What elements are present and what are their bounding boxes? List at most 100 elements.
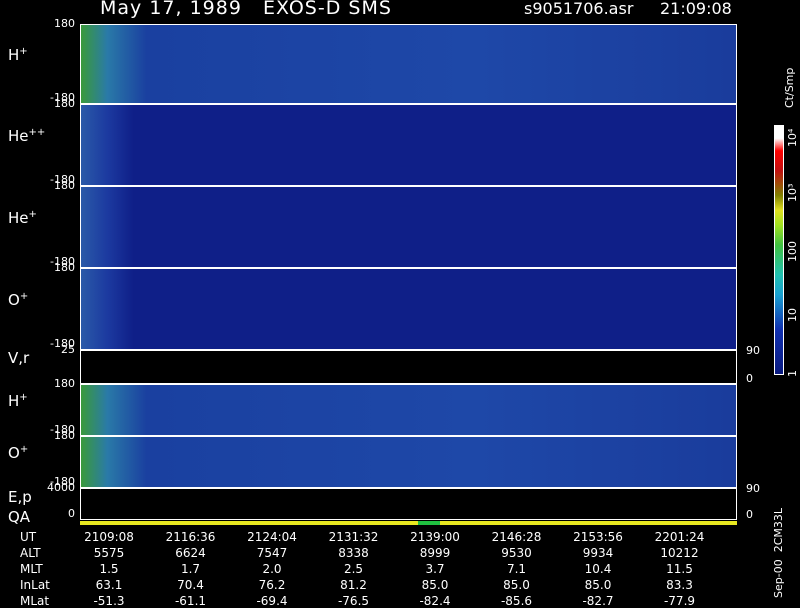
title: May 17, 1989 EXOS-D SMS (100, 0, 392, 19)
row-label: ALT (20, 546, 41, 560)
table-cell: 2131:32 (328, 530, 379, 544)
footer-id: Sep-00 2CM33L (772, 508, 785, 598)
colorbar-label: 10 (786, 308, 799, 322)
panel-label: H+ (8, 392, 28, 410)
table-cell: 85.0 (503, 578, 530, 592)
label-sup: + (28, 209, 37, 220)
y-tick-label: 180 (54, 377, 75, 390)
colorbar-label: 1 (786, 370, 799, 377)
table-cell: 6624 (175, 546, 206, 560)
table-cell: 2109:08 (84, 530, 134, 544)
table-cell: -69.4 (256, 594, 288, 608)
y-tick-label: 25 (61, 343, 75, 356)
table-cell: 9530 (501, 546, 532, 560)
y-tick-label: -180 (50, 337, 75, 350)
table-cell: -51.3 (93, 594, 125, 608)
label-sup: + (19, 46, 28, 57)
panel-label: E,p (8, 488, 32, 506)
table-cell: 5575 (93, 546, 125, 560)
y-tick-label: 180 (54, 261, 75, 274)
colorbar-label: 10⁴ (786, 128, 799, 147)
color-scale (774, 125, 784, 375)
table-cell: -76.5 (337, 594, 370, 608)
y-tick-label: -180 (50, 255, 75, 268)
panel-label: H+ (8, 46, 28, 64)
y2-tick-label: 90 (746, 482, 760, 495)
table-cell: 8338 (338, 546, 369, 560)
panel-label: V,r (8, 349, 29, 367)
table-cell: 2.0 (262, 562, 282, 576)
table-cell: 2116:36 (165, 530, 216, 544)
table-cell: 1.7 (180, 562, 201, 576)
table-cell: -85.6 (500, 594, 533, 608)
y-tick-label: 4000 (47, 481, 75, 494)
row-label: MLT (20, 562, 43, 576)
table-cell: 10.4 (584, 562, 612, 576)
table-cell: 76.2 (258, 578, 286, 592)
label-text: He (8, 209, 29, 227)
time: 21:09:08 (660, 0, 732, 18)
panel (80, 488, 737, 520)
table-cell: 2124:04 (247, 530, 297, 544)
y-tick-label: 180 (54, 97, 75, 110)
panel-label: O+ (8, 444, 28, 462)
table-cell: 2153:56 (573, 530, 623, 544)
table-cell: -82.4 (419, 594, 451, 608)
table-cell: 2.5 (343, 562, 364, 576)
panel (80, 384, 737, 436)
table-cell: 1.5 (99, 562, 119, 576)
table-cell: 7547 (256, 546, 288, 560)
y-tick-label: -180 (50, 423, 75, 436)
panel (80, 186, 737, 268)
label-text: O (8, 291, 20, 309)
qa-bar (80, 521, 737, 525)
y2-tick-label: 90 (746, 344, 760, 357)
label-text: He (8, 127, 29, 145)
y-tick-label: 180 (54, 429, 75, 442)
colorbar-label: 10³ (786, 183, 799, 202)
colorbar-unit: Ct/Smp (783, 67, 796, 108)
y-tick-label: 180 (54, 179, 75, 192)
y2-tick-label: 0 (746, 508, 753, 521)
label-sup: + (19, 392, 28, 403)
table-cell: 7.1 (506, 562, 527, 576)
panel (80, 24, 737, 104)
y-tick-label: 180 (54, 17, 75, 30)
row-label: InLat (20, 578, 50, 592)
row-label: MLat (20, 594, 50, 608)
table-cell: -82.7 (582, 594, 614, 608)
table-cell: 3.7 (425, 562, 445, 576)
colorbar-label: 100 (786, 241, 799, 262)
label-text: V,r (8, 349, 30, 367)
table-cell: 9934 (582, 546, 614, 560)
table-cell: 2201:24 (654, 530, 705, 544)
row-label: UT (20, 530, 37, 544)
file-name: s9051706.asr (524, 0, 634, 18)
label-sup: + (19, 444, 29, 455)
panel (80, 268, 737, 350)
label-text: O (8, 444, 20, 462)
table-cell: 85.0 (421, 578, 449, 592)
table-cell: -61.1 (174, 594, 207, 608)
panel-label: He+ (8, 209, 37, 227)
y-tick-label: 0 (68, 507, 75, 520)
panel (80, 436, 737, 488)
table-cell: 8999 (419, 546, 451, 560)
y-tick-label: -180 (50, 475, 75, 488)
label-sup: + (19, 291, 29, 302)
table-cell: 10212 (660, 546, 699, 560)
panel (80, 350, 737, 384)
y2-tick-label: 0 (746, 372, 753, 385)
table-cell: 2146:28 (491, 530, 542, 544)
label-text: E,p (8, 488, 32, 506)
y-tick-label: -180 (50, 173, 75, 186)
panel-label-2: QA (8, 508, 31, 526)
table-cell: 81.2 (340, 578, 367, 592)
y-tick-label: -180 (50, 91, 75, 104)
panel-label: He++ (8, 127, 45, 145)
table-cell: 83.3 (666, 578, 693, 592)
table-cell: 2139:00 (410, 530, 460, 544)
label-sup: ++ (28, 127, 46, 138)
label-text: H (8, 46, 20, 64)
